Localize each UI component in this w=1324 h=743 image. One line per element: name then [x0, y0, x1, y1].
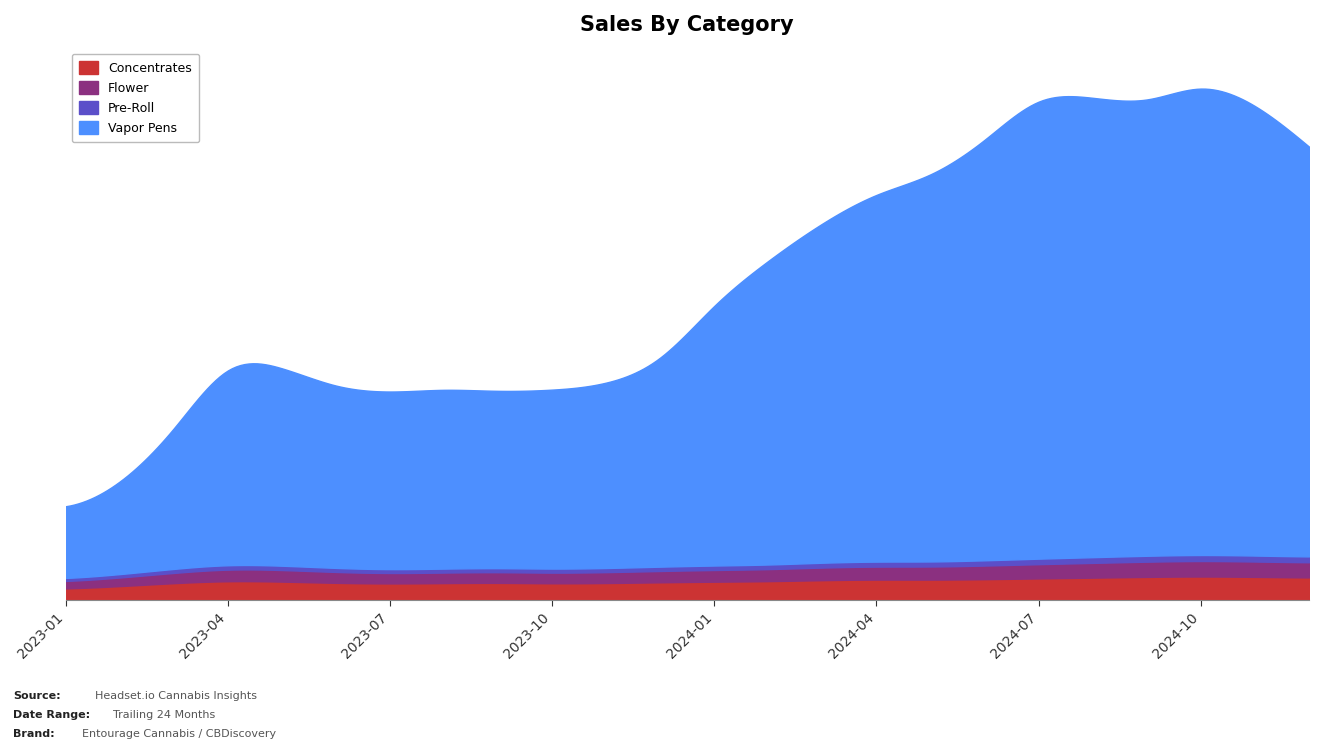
- Text: Date Range:: Date Range:: [13, 710, 90, 720]
- Text: Entourage Cannabis / CBDiscovery: Entourage Cannabis / CBDiscovery: [82, 730, 277, 739]
- Text: Headset.io Cannabis Insights: Headset.io Cannabis Insights: [95, 691, 257, 701]
- Text: Trailing 24 Months: Trailing 24 Months: [113, 710, 214, 720]
- Title: Sales By Category: Sales By Category: [580, 15, 794, 35]
- Text: Source:: Source:: [13, 691, 61, 701]
- Text: Brand:: Brand:: [13, 730, 54, 739]
- Legend: Concentrates, Flower, Pre-Roll, Vapor Pens: Concentrates, Flower, Pre-Roll, Vapor Pe…: [71, 54, 200, 142]
